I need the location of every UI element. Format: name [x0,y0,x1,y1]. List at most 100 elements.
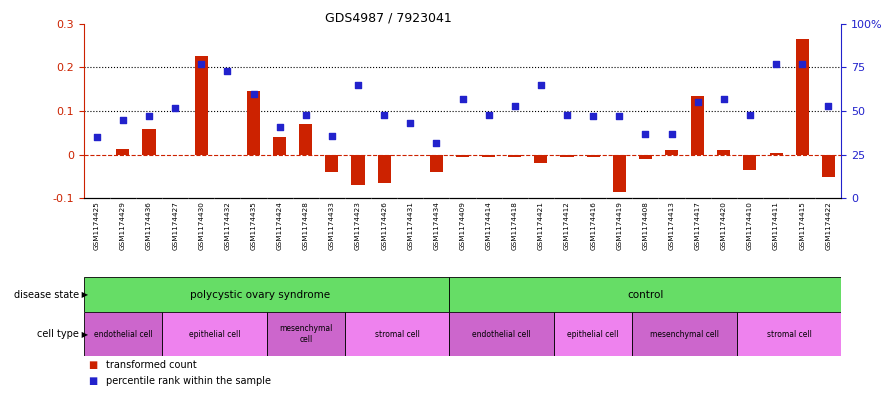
Text: GSM1174435: GSM1174435 [250,201,256,250]
Text: GSM1174418: GSM1174418 [512,201,518,250]
Point [351,82,365,88]
Text: ■: ■ [88,360,97,370]
Bar [84,277,449,312]
Point [482,111,496,118]
Text: endothelial cell: endothelial cell [93,330,152,338]
Point [639,130,653,137]
Text: GSM1174428: GSM1174428 [303,201,308,250]
Text: endothelial cell: endothelial cell [472,330,531,338]
Point [717,95,731,102]
Text: GDS4987 / 7923041: GDS4987 / 7923041 [325,12,452,25]
Text: epithelial cell: epithelial cell [567,330,619,338]
Bar [508,155,522,157]
Text: percentile rank within the sample: percentile rank within the sample [106,376,270,386]
Text: GSM1174433: GSM1174433 [329,201,335,250]
Text: GSM1174431: GSM1174431 [407,201,413,250]
Bar [143,129,156,155]
Text: mesenchymal cell: mesenchymal cell [650,330,719,338]
Bar [456,155,469,157]
Text: transformed count: transformed count [106,360,196,370]
Text: GSM1174417: GSM1174417 [694,201,700,250]
Text: GSM1174426: GSM1174426 [381,201,387,250]
Point [325,132,339,139]
Point [769,61,783,67]
Bar [613,155,626,192]
Point [796,61,810,67]
Bar [430,155,443,172]
Text: GSM1174412: GSM1174412 [564,201,570,250]
Point [142,113,156,119]
Point [377,111,391,118]
Bar [378,155,390,183]
Point [194,61,208,67]
Point [560,111,574,118]
Text: GSM1174434: GSM1174434 [433,201,440,250]
Text: GSM1174429: GSM1174429 [120,201,126,250]
Text: GSM1174419: GSM1174419 [617,201,622,250]
Point [534,82,548,88]
Text: GSM1174436: GSM1174436 [146,201,152,250]
Point [220,68,234,74]
Bar [195,56,208,155]
Bar [587,155,600,157]
Point [691,99,705,105]
Text: mesenchymal
cell: mesenchymal cell [279,324,332,344]
Bar [560,155,574,157]
Bar [84,312,162,356]
Bar [449,312,554,356]
Point [821,103,835,109]
Point [612,113,626,119]
Text: cell type: cell type [37,329,79,339]
Text: GSM1174422: GSM1174422 [825,201,832,250]
Bar [717,151,730,155]
Point [429,140,443,146]
Text: stromal cell: stromal cell [374,330,419,338]
Bar [665,151,678,155]
Text: stromal cell: stromal cell [766,330,811,338]
Bar [482,155,495,157]
Bar [267,312,345,356]
Bar [796,39,809,155]
Text: GSM1174424: GSM1174424 [277,201,283,250]
Point [247,90,261,97]
Text: GSM1174430: GSM1174430 [198,201,204,250]
Text: GSM1174423: GSM1174423 [355,201,361,250]
Bar [633,312,737,356]
Bar [162,312,267,356]
Bar [345,312,449,356]
Bar [300,124,312,155]
Text: ■: ■ [88,376,97,386]
Text: polycystic ovary syndrome: polycystic ovary syndrome [190,290,330,300]
Bar [352,155,365,185]
Point [168,105,182,111]
Text: GSM1174421: GSM1174421 [538,201,544,250]
Bar [822,155,835,176]
Text: GSM1174408: GSM1174408 [642,201,648,250]
Bar [325,155,338,172]
Point [272,124,286,130]
Bar [737,312,841,356]
Text: GSM1174413: GSM1174413 [669,201,675,250]
Point [90,134,104,140]
Text: GSM1174420: GSM1174420 [721,201,727,250]
Text: disease state: disease state [14,290,79,300]
Text: GSM1174411: GSM1174411 [773,201,779,250]
Bar [639,155,652,159]
Bar [449,277,841,312]
Point [455,95,470,102]
Text: GSM1174427: GSM1174427 [172,201,178,250]
Text: epithelial cell: epithelial cell [189,330,241,338]
Bar [691,96,704,155]
Text: GSM1174415: GSM1174415 [799,201,805,250]
Text: GSM1174425: GSM1174425 [93,201,100,250]
Text: ▶: ▶ [79,330,88,338]
Point [115,117,130,123]
Text: GSM1174432: GSM1174432 [225,201,231,250]
Bar [535,155,547,163]
Text: GSM1174409: GSM1174409 [460,201,465,250]
Text: control: control [627,290,663,300]
Point [299,111,313,118]
Bar [273,137,286,155]
Text: GSM1174414: GSM1174414 [485,201,492,250]
Bar [116,149,130,155]
